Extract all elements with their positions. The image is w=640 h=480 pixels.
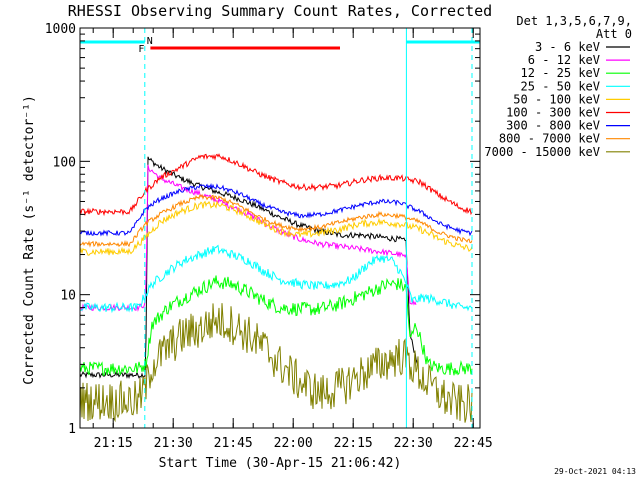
legend-label-3: 25 - 50 keV — [521, 79, 600, 93]
legend-header-line-2: Att 0 — [596, 27, 632, 41]
x-tick-label-5: 22:30 — [394, 436, 433, 451]
legend-label-7: 800 - 7000 keV — [499, 132, 600, 146]
series-line-0 — [79, 156, 419, 380]
x-tick-label-6: 22:45 — [454, 436, 493, 451]
legend-label-1: 6 - 12 keV — [528, 53, 600, 67]
series-line-2 — [79, 275, 473, 376]
axes: 1 10 100 1000 21:15 21:30 21:45 22:00 22:15 22:30… — [45, 22, 493, 451]
series-line-7 — [79, 193, 473, 248]
y-tick-label-0: 1 — [68, 422, 76, 437]
x-axis-label: Start Time (30-Apr-15 21:06:42) — [159, 456, 402, 471]
flare-label: F — [138, 44, 144, 55]
plot-area: FN — [79, 28, 480, 428]
y-tick-label-2: 100 — [53, 155, 76, 170]
x-tick-label-1: 21:30 — [154, 436, 193, 451]
night-label: N — [147, 36, 153, 47]
y-tick-label-1: 10 — [60, 289, 76, 304]
y-tick-label-3: 1000 — [45, 22, 76, 37]
legend-header-line-1: Det 1,3,5,6,7,9, — [516, 14, 632, 28]
legend-label-8: 7000 - 15000 keV — [484, 145, 600, 159]
series-line-1 — [79, 164, 417, 312]
x-tick-label-0: 21:15 — [94, 436, 133, 451]
x-tick-label-4: 22:15 — [334, 436, 373, 451]
legend-label-2: 12 - 25 keV — [521, 66, 600, 80]
plot-frame — [79, 27, 481, 429]
series-line-5 — [79, 153, 473, 217]
legend-label-0: 3 - 6 keV — [535, 40, 600, 54]
legend-label-4: 50 - 100 keV — [513, 92, 600, 106]
legend-label-6: 300 - 800 keV — [506, 119, 600, 133]
footer-date: 29-Oct-2021 04:13 — [554, 467, 636, 476]
y-axis-label: Corrected Count Rate (s⁻¹ detector⁻¹) — [22, 95, 37, 385]
legend-label-5: 100 - 300 keV — [506, 106, 600, 120]
x-tick-label-3: 22:00 — [274, 436, 313, 451]
chart-title: RHESSI Observing Summary Count Rates, Co… — [68, 2, 492, 20]
x-tick-label-2: 21:45 — [214, 436, 253, 451]
